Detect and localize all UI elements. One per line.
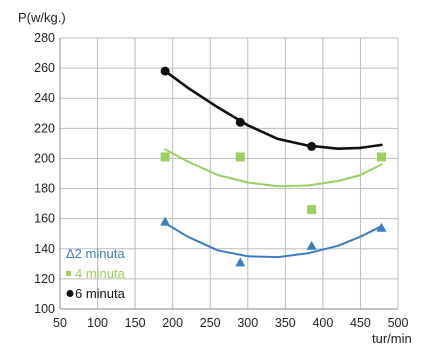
legend: Δ2 minuta 4 minuta 6 minuta [66, 246, 126, 301]
point-4-minuta [235, 152, 245, 162]
point-6-minuta [160, 66, 170, 76]
legend-marker-6-minuta [66, 290, 74, 297]
legend-label-2-minuta: Δ2 minuta [66, 246, 125, 261]
trend-lines [163, 69, 383, 259]
x-tick-label: 150 [125, 316, 146, 330]
x-tick-label: 50 [53, 316, 67, 330]
y-tick-label: 180 [34, 182, 55, 196]
point-6-minuta [235, 117, 245, 127]
x-tick-label: 200 [162, 316, 183, 330]
legend-label-6-minuta: 6 minuta [75, 286, 126, 301]
point-4-minuta [160, 152, 170, 162]
trend-line-2-minuta [164, 222, 383, 259]
y-tick-label: 160 [34, 212, 55, 226]
x-tick-label: 450 [350, 316, 371, 330]
y-tick-label: 280 [34, 31, 55, 45]
data-points [160, 66, 387, 267]
y-tick-label: 220 [34, 121, 55, 135]
point-2-minuta [235, 257, 246, 267]
axes [59, 38, 398, 310]
tick-labels: 50 100 150 200 250 300 350 400 450 50010012014016… [34, 31, 408, 330]
x-tick-label: 500 [388, 316, 409, 330]
x-tick-label: 300 [237, 316, 258, 330]
point-4-minuta [307, 205, 317, 215]
y-tick-label: 260 [34, 61, 55, 75]
point-2-minuta [376, 222, 387, 232]
x-axis-label: tur/min [372, 331, 412, 346]
trend-line-6-minuta [163, 69, 383, 150]
y-tick-label: 140 [34, 242, 55, 256]
legend-label-4-minuta: 4 minuta [75, 266, 126, 281]
y-axis-label: P(w/kg.) [18, 10, 66, 25]
point-2-minuta [160, 216, 171, 226]
y-tick-label: 240 [34, 91, 55, 105]
legend-marker-4-minuta [66, 271, 71, 276]
x-tick-label: 100 [87, 316, 108, 330]
point-2-minuta [306, 240, 317, 250]
y-tick-label: 100 [34, 302, 55, 316]
trend-line-4-minuta [164, 148, 383, 188]
y-tick-label: 120 [34, 272, 55, 286]
point-4-minuta [376, 152, 386, 162]
x-tick-label: 400 [312, 316, 333, 330]
x-tick-label: 250 [200, 316, 221, 330]
x-tick-label: 350 [275, 316, 296, 330]
point-6-minuta [307, 141, 317, 151]
y-tick-label: 200 [34, 151, 55, 165]
